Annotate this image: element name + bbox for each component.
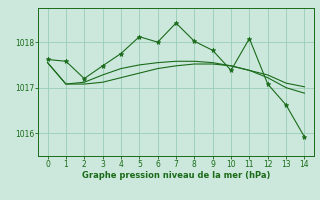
- X-axis label: Graphe pression niveau de la mer (hPa): Graphe pression niveau de la mer (hPa): [82, 171, 270, 180]
